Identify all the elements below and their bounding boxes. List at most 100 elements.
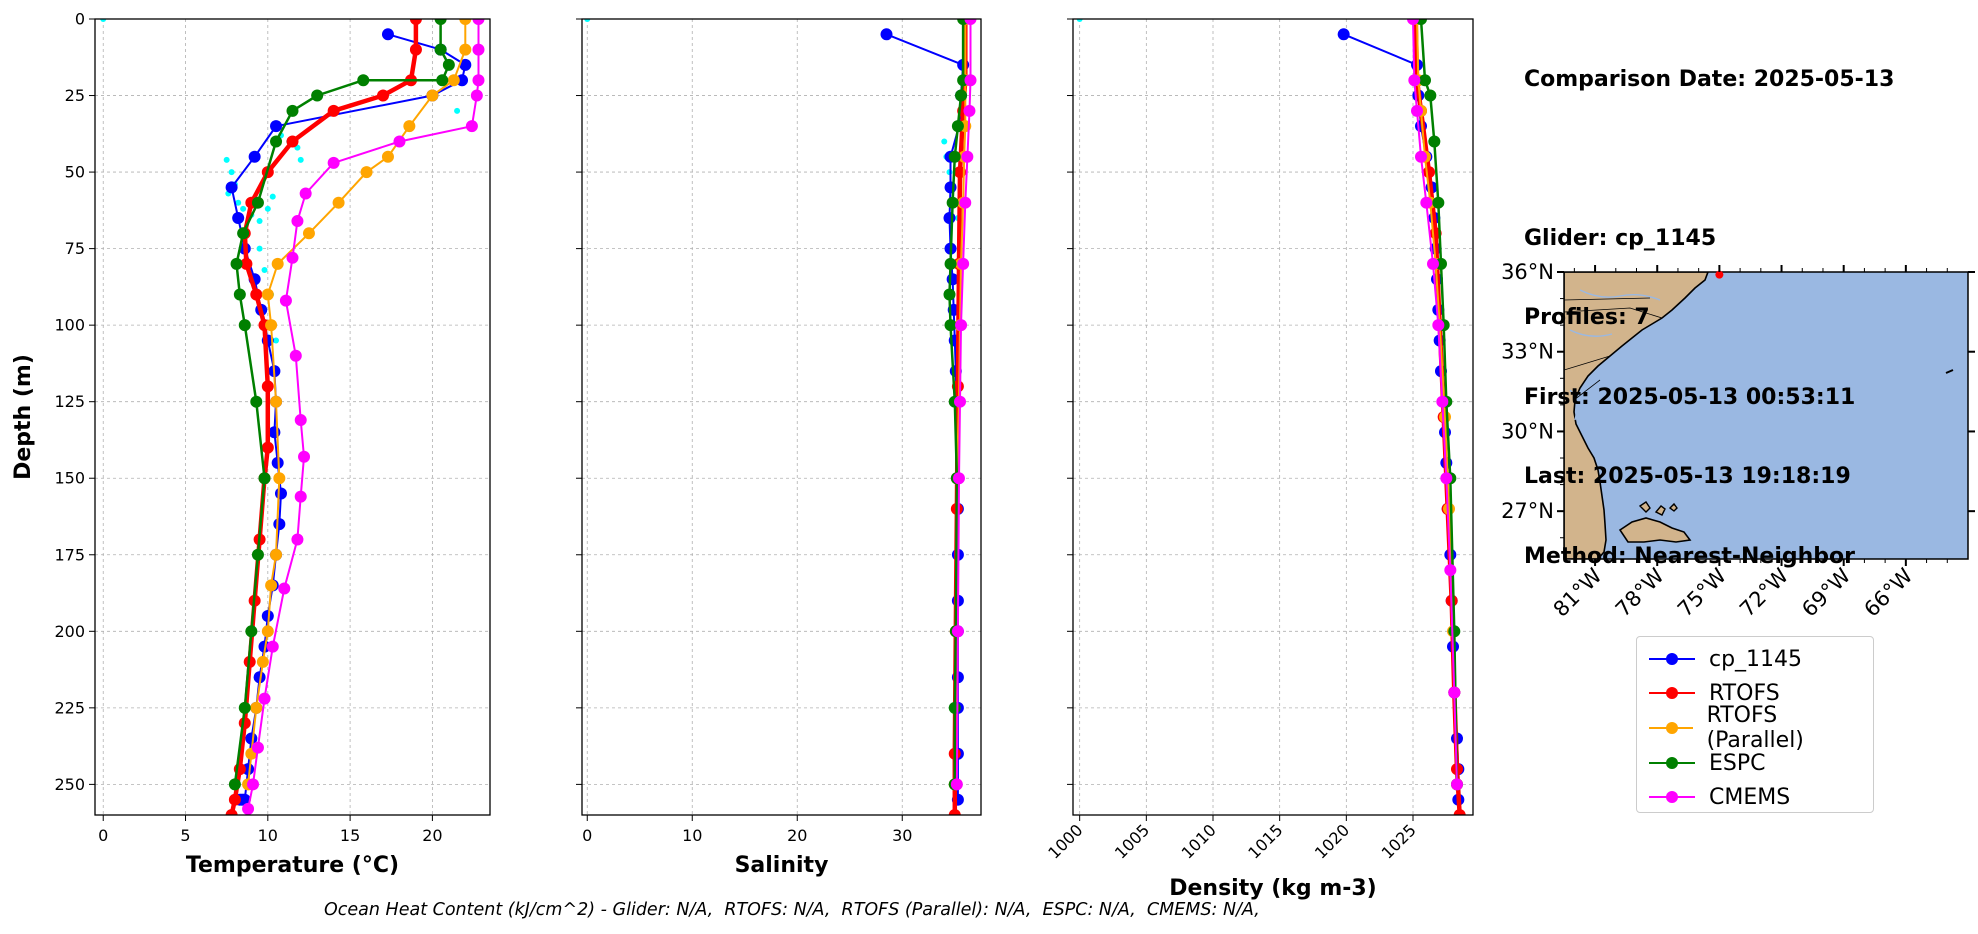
data-point-cmems[interactable]: [951, 625, 964, 638]
data-point-rtofs[interactable]: [948, 809, 961, 821]
data-point-cp-1145[interactable]: [270, 120, 283, 133]
data-point-rtofs-parallel[interactable]: [381, 150, 394, 163]
data-point-rtofs-parallel[interactable]: [265, 319, 278, 332]
data-point-cmems[interactable]: [1440, 472, 1453, 485]
data-point-espc[interactable]: [434, 43, 447, 56]
data-point-rtofs[interactable]: [261, 441, 274, 454]
data-point-cp-1145[interactable]: [274, 487, 287, 500]
data-point-rtofs-parallel[interactable]: [265, 579, 278, 592]
data-point-cmems[interactable]: [952, 472, 965, 485]
data-point-cmems[interactable]: [950, 778, 963, 791]
data-point-espc[interactable]: [1419, 74, 1431, 87]
data-point-espc[interactable]: [237, 227, 250, 240]
data-point-rtofs[interactable]: [225, 809, 238, 821]
data-point-espc[interactable]: [1448, 625, 1461, 638]
data-point-cmems[interactable]: [1444, 564, 1457, 577]
data-point-espc[interactable]: [948, 701, 961, 714]
data-point-cmems[interactable]: [1432, 319, 1445, 332]
data-point-espc[interactable]: [250, 395, 263, 408]
data-point-espc[interactable]: [436, 74, 449, 87]
data-point-cmems[interactable]: [298, 450, 311, 463]
data-point-cmems[interactable]: [327, 156, 340, 169]
data-point-cp-1145[interactable]: [261, 610, 274, 622]
data-point-rtofs-parallel[interactable]: [360, 166, 373, 179]
data-point-cp-1145[interactable]: [253, 671, 266, 684]
data-point-rtofs-parallel[interactable]: [261, 288, 274, 301]
data-point-rtofs-parallel[interactable]: [271, 257, 284, 270]
data-point-cmems[interactable]: [472, 13, 485, 25]
data-point-cmems[interactable]: [1448, 686, 1461, 699]
data-point-cmems[interactable]: [964, 74, 977, 87]
data-point-cmems[interactable]: [1427, 257, 1439, 270]
data-point-espc[interactable]: [258, 472, 271, 485]
data-point-rtofs-parallel[interactable]: [1439, 411, 1451, 423]
data-point-espc[interactable]: [944, 257, 957, 270]
data-point-rtofs-parallel[interactable]: [459, 43, 472, 56]
data-point-rtofs[interactable]: [409, 13, 422, 25]
data-point-cmems[interactable]: [251, 741, 264, 754]
data-point-cmems[interactable]: [294, 490, 307, 503]
data-point-rtofs-parallel[interactable]: [302, 227, 315, 240]
series-cp-1145[interactable]: [225, 28, 472, 806]
data-point-rtofs-parallel[interactable]: [403, 120, 416, 133]
data-point-cmems[interactable]: [299, 187, 312, 200]
data-point-cmems[interactable]: [959, 196, 972, 209]
data-point-rtofs-parallel[interactable]: [1443, 502, 1455, 515]
data-point-espc[interactable]: [251, 548, 264, 561]
data-point-rtofs-parallel[interactable]: [256, 655, 269, 668]
data-point-cp-1145[interactable]: [248, 150, 261, 163]
data-point-cmems[interactable]: [465, 120, 478, 133]
data-point-cmems[interactable]: [279, 294, 292, 307]
data-point-espc[interactable]: [943, 288, 956, 301]
data-point-rtofs-parallel[interactable]: [270, 548, 283, 561]
data-point-espc[interactable]: [951, 120, 964, 133]
data-point-cmems[interactable]: [1407, 13, 1419, 25]
data-point-espc[interactable]: [946, 196, 959, 209]
data-point-cmems[interactable]: [472, 74, 485, 87]
data-point-cp-1145[interactable]: [232, 212, 245, 224]
data-point-cmems[interactable]: [957, 257, 970, 270]
series-cmems[interactable]: [950, 13, 977, 791]
data-point-cmems[interactable]: [286, 251, 299, 264]
panel-temperature-c[interactable]: 0 5 10 15 200255075100125150175200225250Temp…: [11, 10, 491, 879]
data-point-cmems[interactable]: [1451, 778, 1463, 791]
data-point-rtofs-parallel[interactable]: [459, 13, 472, 25]
glider-location-marker[interactable]: [1715, 270, 1724, 279]
data-point-cmems[interactable]: [289, 349, 302, 362]
series-rtofs[interactable]: [225, 13, 422, 821]
data-point-espc[interactable]: [233, 288, 246, 301]
data-point-cmems[interactable]: [294, 414, 307, 427]
data-point-cmems[interactable]: [472, 43, 485, 56]
data-point-cmems[interactable]: [258, 692, 271, 705]
data-point-rtofs[interactable]: [250, 288, 263, 301]
data-point-espc[interactable]: [1428, 135, 1441, 148]
data-point-rtofs[interactable]: [1423, 166, 1435, 179]
data-point-cmems[interactable]: [1436, 395, 1449, 408]
data-point-cmems[interactable]: [291, 533, 304, 546]
data-point-espc[interactable]: [948, 150, 961, 163]
data-point-rtofs-parallel[interactable]: [270, 395, 283, 408]
data-point-rtofs[interactable]: [228, 793, 241, 806]
data-point-rtofs[interactable]: [238, 717, 251, 730]
data-point-cmems[interactable]: [963, 104, 976, 117]
data-point-rtofs-parallel[interactable]: [332, 196, 345, 209]
data-point-rtofs[interactable]: [409, 43, 422, 56]
series-cmems[interactable]: [242, 13, 485, 815]
data-point-cmems[interactable]: [1411, 104, 1423, 117]
data-point-cp-1145[interactable]: [943, 212, 956, 224]
data-point-cmems[interactable]: [1408, 74, 1421, 87]
data-point-espc[interactable]: [357, 74, 370, 87]
data-point-espc[interactable]: [238, 701, 251, 714]
data-point-espc[interactable]: [434, 13, 447, 25]
data-point-cmems[interactable]: [954, 395, 966, 408]
data-point-rtofs[interactable]: [286, 135, 299, 148]
data-point-cp-1145[interactable]: [1337, 28, 1350, 41]
data-point-rtofs[interactable]: [261, 380, 274, 393]
data-point-espc[interactable]: [311, 89, 324, 102]
data-point-rtofs[interactable]: [240, 257, 253, 270]
data-point-espc[interactable]: [286, 104, 299, 117]
data-point-espc[interactable]: [245, 625, 258, 638]
data-point-cp-1145[interactable]: [880, 28, 893, 41]
data-point-cmems[interactable]: [278, 582, 291, 595]
data-point-rtofs-parallel[interactable]: [261, 625, 274, 638]
